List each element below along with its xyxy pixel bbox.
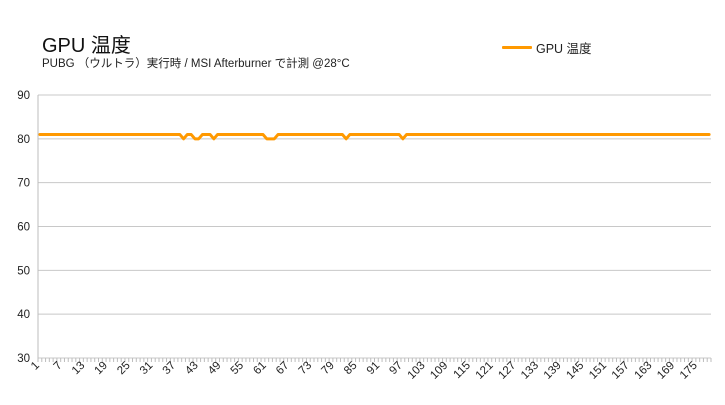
y-tick-label: 80 (17, 134, 30, 146)
x-tick-label: 121 (474, 360, 496, 382)
x-tick-label: 151 (587, 360, 609, 382)
x-tick-label: 127 (496, 360, 518, 382)
x-tick-label: 157 (610, 360, 632, 382)
x-tick-label: 79 (319, 360, 337, 378)
x-tick-label: 133 (519, 360, 541, 382)
legend-swatch (502, 46, 532, 49)
x-tick-label: 139 (542, 360, 564, 382)
x-tick-label: 85 (342, 360, 360, 378)
x-tick-label: 49 (206, 360, 224, 378)
x-tick-label: 103 (406, 360, 428, 382)
x-tick-label: 43 (183, 360, 201, 378)
x-tick-label: 25 (115, 360, 133, 378)
x-tick-label: 31 (138, 360, 156, 378)
x-tick-label: 13 (70, 360, 88, 378)
series-line-0 (38, 132, 711, 141)
y-tick-label: 60 (17, 222, 30, 234)
x-tick-label: 67 (274, 360, 292, 378)
x-tick-label: 145 (564, 360, 586, 382)
x-tick-label: 97 (387, 360, 405, 378)
x-tick-label: 109 (428, 360, 450, 382)
chart-title: GPU 温度 (42, 35, 131, 57)
x-tick-label: 37 (161, 360, 179, 378)
x-tick-label: 169 (655, 360, 677, 382)
x-tick-label: 91 (365, 360, 383, 378)
x-tick-label: 73 (297, 360, 315, 378)
x-tick-label: 19 (93, 360, 111, 378)
y-tick-label: 40 (17, 309, 30, 321)
y-tick-label: 30 (17, 353, 30, 365)
y-tick-label: 70 (17, 178, 30, 190)
x-tick-label: 115 (452, 360, 473, 381)
chart-subtitle: PUBG （ウルトラ）実行時 / MSI Afterburner で計測 @28… (42, 58, 350, 70)
legend-label: GPU 温度 (536, 42, 592, 56)
chart-legend: GPU 温度 (502, 38, 592, 57)
x-tick-label: 55 (229, 360, 247, 378)
x-tick-label: 175 (678, 360, 700, 382)
y-tick-label: 90 (17, 90, 30, 102)
x-tick-label: 163 (632, 360, 654, 382)
x-tick-label: 61 (251, 360, 269, 378)
x-tick-label: 1 (29, 360, 42, 373)
x-tick-label: 7 (52, 360, 65, 373)
y-tick-label: 50 (17, 265, 30, 277)
